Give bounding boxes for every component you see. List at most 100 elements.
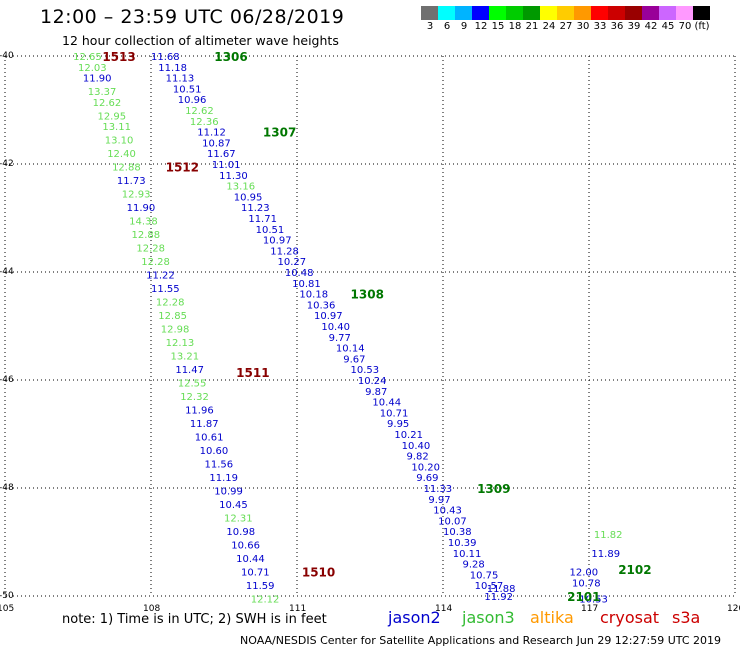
wave-height-label: 11.71 (248, 214, 277, 225)
scale-label: 70 (678, 21, 692, 32)
wave-height-label: 11.90 (83, 74, 112, 85)
wave-height-label: 12.65 (73, 52, 102, 63)
scale-label: 24 (542, 21, 556, 32)
scale-swatch (642, 6, 659, 20)
legend-item-altika: altika (530, 608, 574, 627)
wave-height-label: 10.53 (351, 365, 380, 376)
wave-height-label: 10.99 (214, 487, 243, 498)
lon-tick-label: 117 (581, 604, 599, 614)
wave-height-label: 12.32 (180, 392, 209, 403)
wave-height-label: 12.55 (178, 379, 207, 390)
scale-label: 18 (508, 21, 522, 32)
scale-label: 45 (661, 21, 675, 32)
scale-label: 9 (460, 21, 468, 32)
wave-height-label: 13.16 (226, 182, 255, 193)
wave-height-label: 10.39 (448, 538, 477, 549)
wave-height-label: 11.12 (197, 128, 226, 139)
wave-height-label: 10.81 (292, 279, 321, 290)
wave-height-label: 11.19 (209, 473, 238, 484)
wave-height-label: 11.13 (166, 74, 195, 85)
wave-height-label: 12.98 (161, 325, 190, 336)
wave-height-label: 11.82 (594, 530, 623, 541)
wave-height-label: 10.44 (372, 398, 401, 409)
lat-tick-label: -42 (0, 159, 14, 169)
wave-height-label: 11.96 (185, 406, 214, 417)
wave-height-label: 12.36 (190, 117, 219, 128)
pass-number-label: 1510 (302, 566, 335, 580)
wave-height-label: 10.14 (336, 344, 365, 355)
wave-height-label: 12.00 (570, 568, 599, 579)
wave-height-label: 12.28 (156, 298, 185, 309)
wave-height-label: 10.51 (256, 225, 285, 236)
wave-height-label: 10.75 (470, 570, 499, 581)
wave-height-label: 9.67 (343, 354, 365, 365)
wave-height-label: 10.78 (572, 579, 601, 590)
wave-height-label: 10.87 (202, 138, 231, 149)
wave-height-label: 11.88 (487, 584, 516, 595)
wave-height-label: 13.37 (88, 87, 117, 98)
wave-height-label: 14.38 (129, 217, 158, 228)
wave-height-label: 9.69 (416, 473, 438, 484)
scale-swatch (489, 6, 506, 20)
wave-height-label: 11.67 (207, 149, 236, 160)
scale-label: (ft) (694, 21, 710, 32)
scale-label: 33 (593, 21, 607, 32)
lon-tick-label: 120 (727, 604, 740, 614)
wave-height-label: 11.59 (246, 581, 275, 592)
legend-item-jason3: jason3 (462, 608, 515, 627)
wave-height-label: 10.53 (579, 595, 608, 606)
scale-label: 6 (443, 21, 451, 32)
wave-height-label: 10.60 (200, 446, 229, 457)
wave-height-label: 10.20 (411, 462, 440, 473)
wave-height-label: 12.03 (78, 63, 107, 74)
wave-height-label: 11.30 (219, 171, 248, 182)
pass-number-label: 2101 (567, 590, 600, 604)
wave-height-label: 9.87 (365, 387, 387, 398)
wave-height-label: 10.71 (380, 408, 409, 419)
scale-label: 3 (426, 21, 434, 32)
wave-height-label: 12.62 (185, 106, 214, 117)
scale-swatch (506, 6, 523, 20)
legend-item-cryosat: cryosat (600, 608, 660, 627)
page-title: 12:00 – 23:59 UTC 06/28/2019 (40, 6, 345, 28)
wave-height-label: 12.40 (107, 149, 136, 160)
scale-swatch (693, 6, 710, 20)
wave-height-label: 10.07 (438, 516, 467, 527)
wave-height-label: 10.40 (321, 322, 350, 333)
lon-tick-label: 114 (435, 604, 453, 614)
wave-height-label: 11.73 (117, 176, 146, 187)
footer-credit: NOAA/NESDIS Center for Satellite Applica… (240, 634, 722, 647)
wave-height-label: 10.40 (402, 441, 431, 452)
wave-height-label: 10.97 (314, 311, 343, 322)
wave-height-label: 13.11 (102, 122, 131, 133)
lon-tick-label: 108 (143, 604, 161, 614)
wave-height-label: 9.28 (462, 560, 484, 571)
wave-height-label: 10.71 (241, 568, 270, 579)
wave-height-label: 10.43 (433, 506, 462, 517)
scale-swatch (438, 6, 455, 20)
wave-height-label: 11.90 (127, 203, 156, 214)
wave-height-label: 12.28 (136, 244, 165, 255)
wave-height-label: 12.93 (122, 190, 151, 201)
scale-swatch (591, 6, 608, 20)
wave-height-label: 9.95 (387, 419, 409, 430)
scale-swatch (608, 6, 625, 20)
wave-height-label: 12.31 (224, 514, 253, 525)
wave-height-label: 11.68 (151, 52, 180, 63)
lat-tick-label: -46 (0, 375, 14, 385)
wave-height-label: 10.18 (299, 290, 328, 301)
wave-height-label: 12.88 (132, 230, 161, 241)
lat-tick-label: -40 (0, 51, 14, 61)
wave-height-label: 13.10 (105, 136, 134, 147)
wave-height-label: 11.55 (151, 284, 180, 295)
pass-number-label: 2102 (618, 563, 651, 577)
pass-number-label: 1308 (351, 288, 384, 302)
scale-swatch (574, 6, 591, 20)
wave-height-label: 10.24 (358, 376, 387, 387)
pass-number-label: 1307 (263, 126, 296, 140)
wave-height-label: 12.28 (141, 257, 170, 268)
wave-height-label: 10.57 (475, 581, 504, 592)
wave-height-label: 11.47 (175, 365, 204, 376)
wave-height-label: 10.44 (236, 554, 265, 565)
